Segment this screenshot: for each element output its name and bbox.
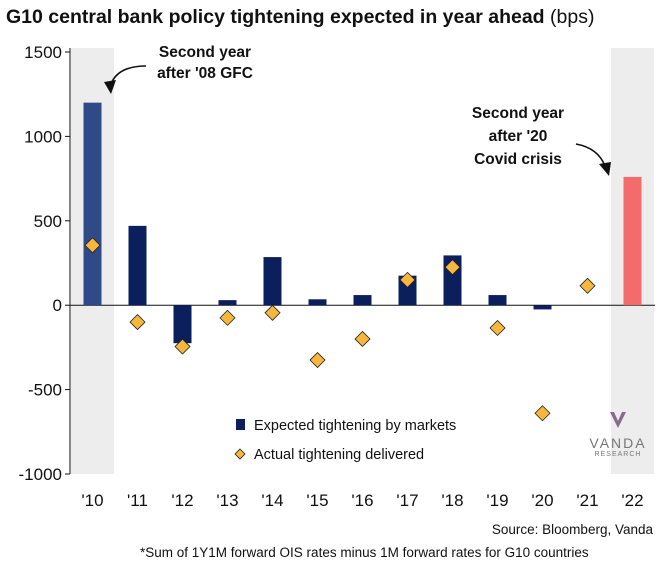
bar-expected-16 bbox=[353, 295, 372, 306]
marker-actual-17 bbox=[399, 271, 416, 288]
marker-actual-19 bbox=[489, 319, 506, 337]
bar-expected-13 bbox=[218, 300, 237, 306]
y-tick-label: 1000 bbox=[24, 127, 62, 146]
x-tick-label: '15 bbox=[306, 491, 328, 510]
annotation-gfc-arrow bbox=[110, 65, 147, 85]
vanda-logo: VANDA RESEARCH bbox=[585, 410, 651, 458]
marker-actual-12 bbox=[174, 338, 191, 355]
legend-label-actual: Actual tightening delivered bbox=[254, 447, 424, 463]
y-tick-label: 500 bbox=[34, 212, 62, 231]
annotation-gfc-line: Second year bbox=[159, 44, 251, 61]
bar-expected-20 bbox=[533, 305, 552, 310]
y-tick-label: 1500 bbox=[24, 43, 62, 62]
marker-actual-20 bbox=[534, 405, 551, 422]
y-tick-label: -500 bbox=[28, 381, 62, 400]
chart-title: G10 central bank policy tightening expec… bbox=[6, 6, 594, 29]
y-tick-label: 0 bbox=[53, 296, 62, 315]
bar-expected-15 bbox=[308, 299, 327, 306]
bar-expected-11 bbox=[128, 225, 147, 306]
bar-expected-19 bbox=[488, 295, 507, 306]
marker-actual-11 bbox=[129, 314, 146, 331]
annotation-covid-arrowhead bbox=[599, 162, 611, 176]
x-tick-label: '18 bbox=[441, 491, 463, 510]
x-tick-label: '21 bbox=[576, 491, 598, 510]
x-tick-label: '11 bbox=[127, 491, 148, 510]
bar-expected-22 bbox=[623, 176, 642, 306]
bar-expected-10 bbox=[83, 102, 102, 306]
marker-actual-15 bbox=[309, 351, 326, 369]
chart-title-main: G10 central bank policy tightening expec… bbox=[6, 6, 545, 28]
source-note: Source: Bloomberg, Vanda bbox=[491, 522, 653, 537]
x-tick-label: '14 bbox=[261, 491, 283, 510]
marker-actual-16 bbox=[354, 330, 371, 348]
annotation-covid-line: Covid crisis bbox=[474, 151, 562, 168]
bar-expected-14 bbox=[263, 257, 282, 306]
x-tick-label: '10 bbox=[81, 491, 103, 510]
x-tick-label: '19 bbox=[486, 491, 508, 510]
x-tick-label: '17 bbox=[396, 491, 418, 510]
marker-actual-10 bbox=[84, 237, 101, 254]
legend-swatch-actual bbox=[234, 448, 246, 460]
logo-sub: RESEARCH bbox=[594, 451, 642, 458]
legend-label-expected: Expected tightening by markets bbox=[254, 418, 456, 434]
marker-actual-13 bbox=[219, 309, 236, 326]
marker-actual-21 bbox=[579, 277, 596, 294]
annotation-covid-arrow bbox=[575, 143, 606, 167]
marker-actual-18 bbox=[444, 259, 461, 276]
marker-actual-14 bbox=[264, 304, 281, 321]
legend-swatch-expected bbox=[236, 419, 245, 430]
chart-title-unit: (bps) bbox=[550, 6, 595, 28]
x-tick-label: '20 bbox=[531, 491, 553, 510]
vanda-logo-icon bbox=[610, 412, 626, 428]
annotation-gfc-line: after '08 GFC bbox=[157, 65, 253, 82]
x-tick-label: '12 bbox=[171, 491, 193, 510]
bar-expected-12 bbox=[173, 305, 192, 344]
x-tick-label: '16 bbox=[351, 491, 373, 510]
footnote: *Sum of 1Y1M forward OIS rates minus 1M … bbox=[140, 545, 589, 560]
annotation-gfc-arrowhead bbox=[104, 80, 116, 94]
logo-word: VANDA bbox=[589, 435, 647, 451]
annotation-covid-line: after '20 bbox=[489, 128, 548, 145]
annotation-covid-line: Second year bbox=[472, 105, 564, 122]
y-tick-label: -1000 bbox=[19, 465, 62, 484]
x-tick-label: '22 bbox=[621, 491, 643, 510]
x-tick-label: '13 bbox=[216, 491, 238, 510]
